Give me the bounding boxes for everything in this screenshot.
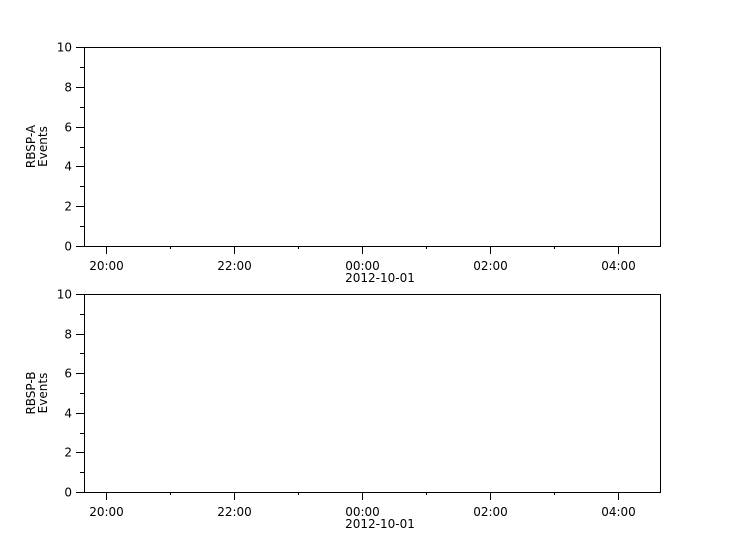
y-tick-label: 2 bbox=[64, 200, 72, 214]
y-axis-label: RBSP-B bbox=[24, 371, 38, 414]
y-axis-label-units: Events bbox=[36, 373, 50, 414]
y-tick-label: 8 bbox=[64, 81, 72, 95]
plot-frame bbox=[84, 47, 661, 247]
y-axis-label-units: Events bbox=[36, 126, 50, 167]
y-tick-label: 6 bbox=[64, 121, 72, 135]
y-axis-label: RBSP-A bbox=[24, 124, 38, 168]
x-tick-label: 22:00 bbox=[217, 259, 252, 273]
x-date-label: 2012-10-01 bbox=[345, 271, 415, 285]
panel-1: 0 2 4 6 8 10 20:00 22:00 00:00 02:00 04:00 2012-10-… bbox=[24, 41, 661, 285]
x-tick-label: 04:00 bbox=[601, 505, 636, 519]
y-tick-label: 8 bbox=[64, 328, 72, 342]
x-tick-label: 02:00 bbox=[473, 259, 508, 273]
y-tick-label: 4 bbox=[64, 160, 72, 174]
x-tick-label: 04:00 bbox=[601, 259, 636, 273]
y-tick-label: 2 bbox=[64, 446, 72, 460]
y-tick-label: 0 bbox=[64, 240, 72, 254]
x-tick-label: 00:00 bbox=[345, 505, 380, 519]
y-tick-label: 0 bbox=[64, 486, 72, 500]
y-tick-label: 10 bbox=[57, 41, 72, 55]
plot-frame bbox=[84, 294, 661, 493]
y-tick-label: 4 bbox=[64, 407, 72, 421]
y-tick-label: 6 bbox=[64, 367, 72, 381]
x-date-label: 2012-10-01 bbox=[345, 517, 415, 531]
x-tick-label: 02:00 bbox=[473, 505, 508, 519]
panel-2: 0 2 4 6 8 10 20:00 22:00 00:00 02:00 04:00 2012-10-… bbox=[24, 288, 661, 531]
x-tick-label: 22:00 bbox=[217, 505, 252, 519]
x-tick-label: 00:00 bbox=[345, 259, 380, 273]
x-tick-label: 20:00 bbox=[89, 505, 124, 519]
y-tick-label: 10 bbox=[57, 288, 72, 302]
x-tick-label: 20:00 bbox=[89, 259, 124, 273]
